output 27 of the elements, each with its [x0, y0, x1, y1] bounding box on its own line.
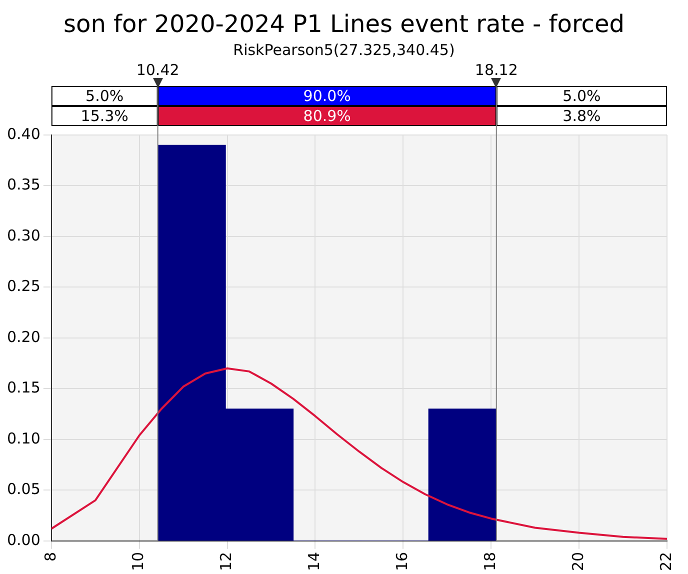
x-tick-label: 18	[481, 552, 500, 572]
y-tick-label: 0.30	[6, 226, 40, 244]
ref-line-label: 18.12	[474, 61, 518, 79]
y-tick-label: 0.15	[6, 378, 40, 397]
text: 5.0%	[86, 86, 124, 105]
text: 5.0%	[562, 86, 601, 105]
y-tick-label: 0.25	[6, 277, 40, 296]
text: 15.3%	[80, 106, 128, 125]
text: 80.9%	[303, 106, 351, 125]
y-tick-label: 0.05	[6, 480, 40, 498]
y-tick-label: 0.10	[6, 429, 40, 448]
y-tick-label: 0.35	[6, 176, 40, 194]
text: 3.8%	[562, 106, 601, 125]
y-tick-label: 0.20	[6, 328, 40, 346]
x-tick-label: 14	[305, 552, 324, 572]
chart-subtitle: RiskPearson5(27.325,340.45)	[233, 41, 455, 59]
text: 90.0%	[303, 86, 351, 105]
chart-title: son for 2020-2024 P1 Lines event rate - forced	[64, 10, 624, 38]
x-tick-label: 16	[393, 552, 412, 572]
ref-line-label: 10.42	[136, 61, 180, 79]
x-tick-label: 20	[568, 552, 587, 572]
x-tick-label: 12	[217, 552, 236, 572]
x-tick-label: 22	[656, 552, 675, 572]
x-tick-label: 8	[41, 552, 60, 562]
y-tick-label: 0.40	[6, 124, 40, 143]
x-tick-label: 10	[129, 552, 148, 572]
y-tick-label: 0.00	[6, 530, 40, 549]
